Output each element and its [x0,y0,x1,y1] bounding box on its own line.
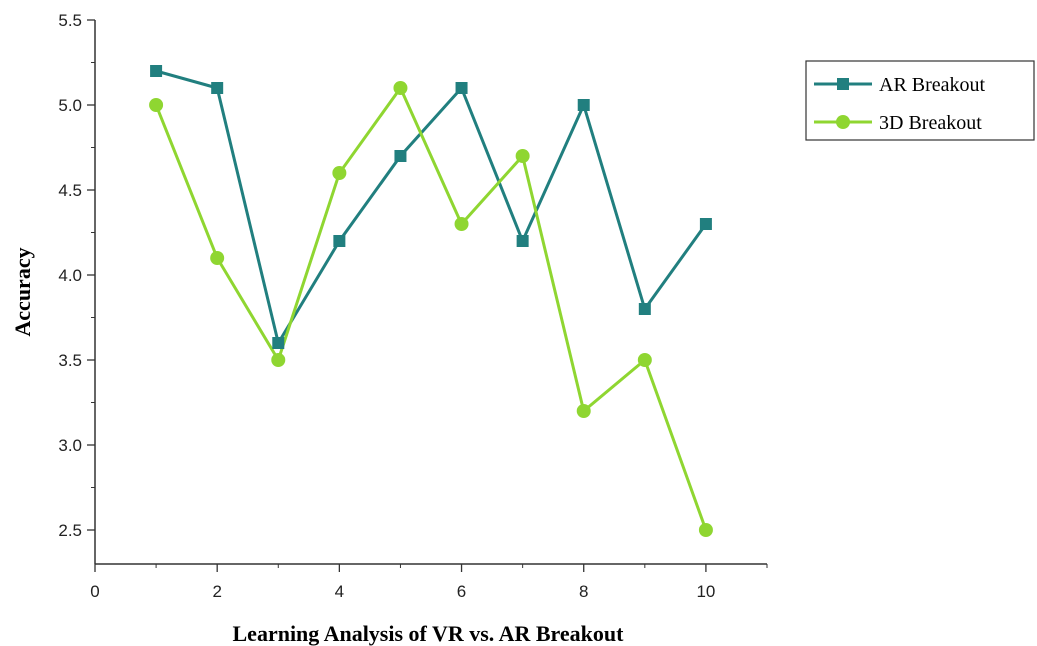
legend: AR Breakout 3D Breakout [805,60,1035,141]
axes [94,20,767,565]
3d-breakout-point [698,523,713,537]
3d-breakout-point [271,353,286,367]
3d-breakout-point [576,404,591,418]
x-tick-label: 10 [696,582,715,601]
ar-breakout-point [577,99,590,111]
ticks: 0 2 4 6 8 10 2.5 3.0 3.5 4.0 4.5 5.0 5.5 [58,11,768,601]
ar-breakout-point [455,82,468,94]
x-tick-label: 8 [579,582,588,601]
ar-breakout-point [516,235,529,247]
legend-3d-breakout-label: 3D Breakout [879,112,982,134]
ar-breakout-point [272,337,285,349]
3d-breakout-point [515,149,530,163]
series-lines [154,69,708,531]
series-markers [149,65,713,537]
ar-breakout-point [150,65,163,77]
legend-box [805,60,1035,141]
x-tick-label: 4 [335,582,344,601]
ar-breakout-point [699,218,712,230]
legend-3d-breakout-swatch-marker [836,115,850,129]
3d-breakout-point [637,353,652,367]
legend-ar-breakout-label: AR Breakout [879,74,986,96]
y-tick-label: 4.5 [58,181,82,200]
x-tick-label: 0 [90,582,99,601]
x-tick-label: 2 [212,582,221,601]
3d-breakout-point [332,166,347,180]
3d-breakout-point [393,81,408,95]
3d-breakout-line [154,85,708,531]
x-axis-title: Learning Analysis of VR vs. AR Breakout [233,621,625,646]
ar-breakout-point [394,150,407,162]
ar-breakout-point [211,82,224,94]
y-tick-label: 3.0 [58,436,82,455]
y-axis-title: Accuracy [10,247,35,336]
y-tick-label: 2.5 [58,521,82,540]
3d-breakout-point [149,98,164,112]
y-tick-label: 3.5 [58,351,82,370]
y-tick-label: 4.0 [58,266,82,285]
3d-breakout-point [210,251,225,265]
ar-breakout-line [155,69,708,347]
legend-ar-breakout-swatch-marker [837,78,849,90]
y-tick-label: 5.0 [58,96,82,115]
ar-breakout-point [333,235,346,247]
3d-breakout-point [454,217,469,231]
y-tick-label: 5.5 [58,11,82,30]
ar-breakout-point [638,303,651,315]
x-tick-label: 6 [457,582,466,601]
